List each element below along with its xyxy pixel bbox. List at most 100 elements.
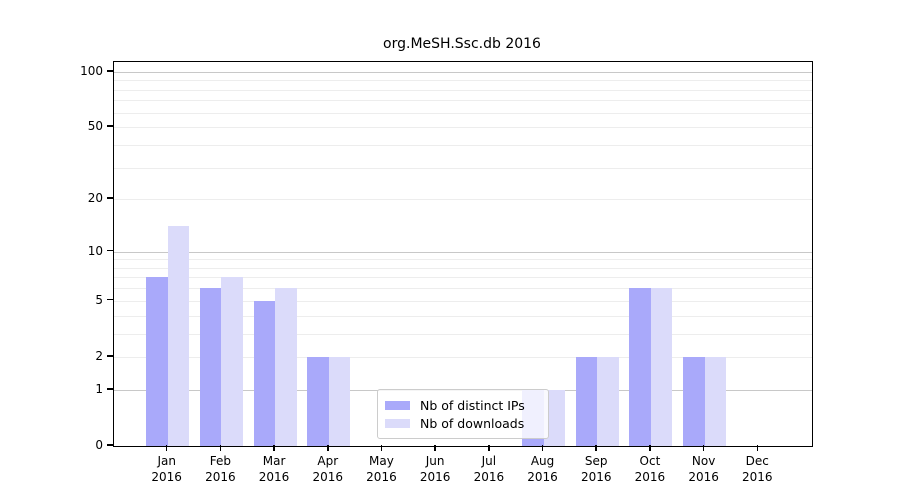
gridline-minor [114, 315, 812, 317]
x-axis-tick [380, 445, 383, 451]
y-axis-tick-label: 5 [95, 292, 103, 307]
gridline-minor [114, 100, 812, 102]
gridline-major [114, 71, 812, 73]
year-label: 2016 [527, 470, 558, 484]
year-label: 2016 [419, 470, 451, 484]
month-label: Jan [157, 454, 176, 468]
y-axis-tick [107, 249, 113, 252]
month-label: Dec [745, 454, 769, 468]
year-label: 2016 [742, 470, 773, 484]
bar-distinct-ips [307, 356, 329, 446]
x-axis-tick [702, 445, 705, 451]
x-axis-tick-label: May 2016 [349, 453, 413, 485]
y-axis-tick [107, 197, 113, 199]
month-label: Jul [481, 454, 497, 468]
chart-title: org.MeSH.Ssc.db 2016 [383, 36, 541, 52]
x-axis-tick [541, 445, 544, 451]
y-axis-tick [107, 444, 113, 446]
year-label: 2016 [258, 470, 290, 484]
bar-downloads [275, 288, 297, 446]
legend-swatch [385, 418, 410, 428]
month-label: Oct [639, 454, 661, 468]
year-label: 2016 [473, 470, 505, 484]
x-axis-tick [756, 445, 759, 451]
gridline-minor [114, 267, 812, 269]
month-label: Jun [425, 454, 445, 468]
bar-distinct-ips [683, 356, 705, 446]
month-label: Feb [209, 454, 231, 468]
x-axis-tick [327, 445, 329, 451]
legend-label: Nb of downloads [420, 415, 525, 431]
x-axis-tick [434, 445, 436, 451]
plot-area [113, 61, 813, 447]
gridline-minor [114, 144, 812, 146]
legend-label: Nb of distinct IPs [420, 397, 525, 413]
y-axis-tick-label: 10 [87, 243, 103, 258]
month-label: Sep [584, 454, 608, 468]
x-axis-tick [219, 445, 222, 451]
gridline-minor [114, 259, 812, 261]
bar-downloads [221, 277, 243, 446]
bar-distinct-ips [629, 288, 651, 446]
x-axis-tick-label: Mar 2016 [242, 453, 306, 485]
x-axis-tick-label: Aug 2016 [511, 453, 575, 485]
y-axis-tick-label: 2 [95, 348, 103, 363]
bar-distinct-ips [199, 288, 222, 446]
year-label: 2016 [634, 470, 666, 484]
month-label: Apr [317, 454, 339, 468]
month-label: May [369, 454, 394, 468]
y-axis-tick [107, 125, 113, 127]
gridline-minor [114, 300, 812, 302]
gridline-minor [114, 127, 812, 129]
bar-distinct-ips [575, 356, 598, 446]
month-label: Mar [262, 454, 286, 468]
y-axis-tick [107, 355, 113, 357]
y-axis-tick-label: 100 [80, 63, 103, 78]
year-label: 2016 [205, 470, 236, 484]
year-label: 2016 [688, 470, 719, 484]
bar-downloads [704, 356, 727, 446]
x-axis-tick [488, 445, 490, 451]
x-axis-tick [595, 445, 597, 451]
month-label: Aug [530, 454, 555, 468]
bar-downloads [167, 226, 190, 446]
legend-entry: Nb of downloads [385, 414, 539, 432]
x-axis-tick-label: Jun 2016 [403, 453, 467, 485]
year-label: 2016 [366, 470, 397, 484]
gridline-minor [114, 333, 812, 335]
y-axis-tick-label: 20 [87, 191, 103, 206]
y-axis-tick [107, 388, 113, 390]
bar-downloads [597, 356, 619, 446]
y-axis-tick-label: 1 [95, 381, 103, 396]
y-axis-tick [107, 298, 113, 301]
x-axis-tick-label: Jul 2016 [457, 453, 521, 485]
x-axis-tick-label: Dec 2016 [725, 453, 789, 485]
gridline-minor [114, 89, 812, 91]
x-axis-tick-label: Feb 2016 [188, 453, 252, 485]
gridline-minor [114, 277, 812, 279]
bar-downloads [328, 356, 351, 446]
gridline-minor [114, 288, 812, 290]
gridline-minor [114, 80, 812, 82]
year-label: 2016 [151, 470, 182, 484]
gridline-minor [114, 199, 812, 201]
gridline-minor [114, 167, 812, 169]
x-axis-tick [165, 445, 168, 451]
x-axis-tick-label: Sep 2016 [564, 453, 628, 485]
y-axis-tick-label: 0 [95, 438, 103, 452]
x-axis-tick-label: Nov 2016 [672, 453, 736, 485]
legend-swatch [385, 400, 410, 410]
gridline-minor [114, 112, 812, 114]
bar-distinct-ips [253, 300, 276, 446]
gridline-major [114, 251, 812, 253]
year-label: 2016 [312, 470, 344, 484]
year-label: 2016 [580, 470, 612, 484]
x-axis-tick-label: Jan 2016 [135, 453, 199, 485]
y-axis-tick-label: 50 [87, 119, 103, 134]
month-label: Nov [691, 454, 716, 468]
x-axis-tick [273, 445, 275, 451]
x-axis-tick [649, 445, 651, 451]
x-axis-tick-label: Oct 2016 [618, 453, 682, 485]
bar-distinct-ips [146, 277, 168, 446]
